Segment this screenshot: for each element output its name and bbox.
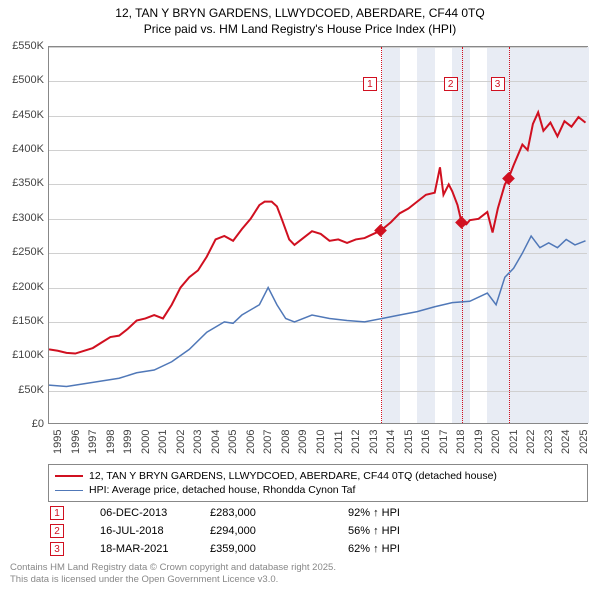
y-axis-label: £100K (12, 349, 44, 361)
y-axis-label: £250K (12, 246, 44, 258)
x-axis-label: 1999 (122, 430, 134, 454)
sale-table-row: 2 16-JUL-2018 £294,000 56% ↑ HPI (48, 522, 588, 540)
x-axis-label: 1996 (70, 430, 82, 454)
title-line-2: Price paid vs. HM Land Registry's House … (0, 22, 600, 38)
y-axis-label: £150K (12, 315, 44, 327)
x-axis-label: 1998 (105, 430, 117, 454)
x-axis-label: 2002 (175, 430, 187, 454)
x-axis-label: 2001 (157, 430, 169, 454)
x-axis-label: 2007 (262, 430, 274, 454)
sale-date: 16-JUL-2018 (72, 525, 202, 537)
x-axis-label: 2003 (192, 430, 204, 454)
x-axis-label: 2017 (438, 430, 450, 454)
x-axis-label: 2015 (403, 430, 415, 454)
x-axis-label: 2020 (490, 430, 502, 454)
legend-label-hpi: HPI: Average price, detached house, Rhon… (89, 484, 355, 496)
sale-hpi-delta: 92% ↑ HPI (348, 507, 468, 519)
x-axis-label: 2009 (297, 430, 309, 454)
legend-box: 12, TAN Y BRYN GARDENS, LLWYDCOED, ABERD… (48, 464, 588, 502)
sale-hpi-delta: 56% ↑ HPI (348, 525, 468, 537)
legend-swatch-price (55, 475, 83, 477)
x-axis-label: 2013 (368, 430, 380, 454)
x-axis-label: 2010 (315, 430, 327, 454)
footer-attribution: Contains HM Land Registry data © Crown c… (10, 562, 336, 586)
sale-price: £294,000 (210, 525, 340, 537)
sale-index-box: 3 (50, 542, 64, 556)
y-axis-label: £500K (12, 74, 44, 86)
legend-swatch-hpi (55, 490, 83, 491)
x-axis-label: 1995 (52, 430, 64, 454)
y-axis-label: £400K (12, 143, 44, 155)
sale-date: 18-MAR-2021 (72, 543, 202, 555)
x-axis-label: 2012 (350, 430, 362, 454)
x-axis-label: 2000 (140, 430, 152, 454)
x-axis-label: 2016 (420, 430, 432, 454)
y-axis-label: £0 (32, 418, 44, 430)
y-axis-label: £550K (12, 40, 44, 52)
sale-index-box: 1 (50, 506, 64, 520)
x-axis-label: 2022 (525, 430, 537, 454)
sale-date: 06-DEC-2013 (72, 507, 202, 519)
sale-table-row: 3 18-MAR-2021 £359,000 62% ↑ HPI (48, 540, 588, 558)
sale-price: £359,000 (210, 543, 340, 555)
x-axis-label: 1997 (87, 430, 99, 454)
footer-line-2: This data is licensed under the Open Gov… (10, 574, 336, 586)
x-axis-label: 2005 (227, 430, 239, 454)
legend-row-hpi: HPI: Average price, detached house, Rhon… (55, 483, 581, 497)
x-axis-label: 2004 (210, 430, 222, 454)
x-axis-label: 2011 (333, 430, 345, 454)
sale-hpi-delta: 62% ↑ HPI (348, 543, 468, 555)
footer-line-1: Contains HM Land Registry data © Crown c… (10, 562, 336, 574)
title-line-1: 12, TAN Y BRYN GARDENS, LLWYDCOED, ABERD… (0, 6, 600, 22)
chart-plot-area: 1 2 3 (48, 46, 588, 424)
legend-label-price: 12, TAN Y BRYN GARDENS, LLWYDCOED, ABERD… (89, 470, 497, 482)
sale-index-box: 2 (50, 524, 64, 538)
y-axis-label: £200K (12, 281, 44, 293)
x-axis-label: 2014 (385, 430, 397, 454)
x-axis-label: 2008 (280, 430, 292, 454)
y-axis-label: £50K (18, 384, 44, 396)
y-axis-label: £350K (12, 177, 44, 189)
sale-table-row: 1 06-DEC-2013 £283,000 92% ↑ HPI (48, 504, 588, 522)
x-axis-label: 2018 (455, 430, 467, 454)
x-axis-label: 2024 (560, 430, 572, 454)
sale-marker: 2 (444, 77, 458, 91)
sale-marker: 3 (491, 77, 505, 91)
y-axis-label: £450K (12, 109, 44, 121)
x-axis-label: 2021 (508, 430, 520, 454)
x-axis-label: 2025 (578, 430, 590, 454)
x-axis-label: 2023 (543, 430, 555, 454)
y-axis-label: £300K (12, 212, 44, 224)
sale-price: £283,000 (210, 507, 340, 519)
x-axis-label: 2019 (473, 430, 485, 454)
sale-marker: 1 (363, 77, 377, 91)
sales-table: 1 06-DEC-2013 £283,000 92% ↑ HPI 2 16-JUL-201… (48, 504, 588, 558)
x-axis-label: 2006 (245, 430, 257, 454)
legend-row-price: 12, TAN Y BRYN GARDENS, LLWYDCOED, ABERD… (55, 469, 581, 483)
chart-title-block: 12, TAN Y BRYN GARDENS, LLWYDCOED, ABERD… (0, 0, 600, 37)
